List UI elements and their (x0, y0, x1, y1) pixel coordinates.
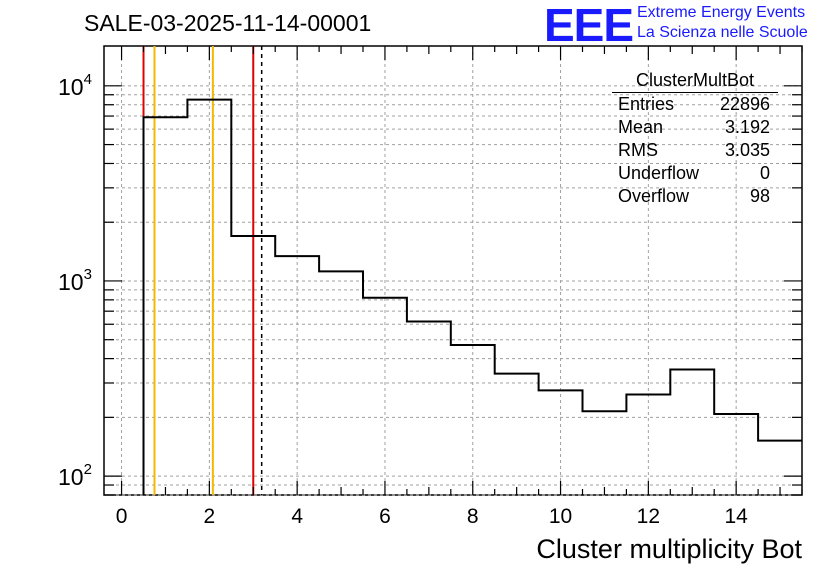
x-axis-label: Cluster multiplicity Bot (536, 534, 802, 564)
stats-label: RMS (618, 140, 658, 160)
y-tick-label: 103 (58, 266, 92, 295)
histogram (142, 98, 802, 495)
stats-title: ClusterMultBot (612, 70, 778, 93)
x-tick-label: 10 (549, 505, 572, 528)
stats-label: Overflow (618, 186, 690, 206)
stats-label: Mean (618, 117, 664, 137)
eee-logo: EEE (544, 0, 634, 51)
stats-label: Entries (618, 94, 675, 114)
y-tick-label: 102 (58, 461, 92, 490)
x-tick-label: 12 (637, 505, 660, 528)
marker-lines (142, 46, 263, 495)
x-axis: 0 2 4 6 8 10 12 14 (116, 46, 803, 528)
y-axis: 102 103 104 (58, 71, 802, 496)
stats-box: ClusterMultBot Entries 22896 Mean 3.192 … (612, 70, 778, 208)
stats-row-overflow: Overflow 98 (612, 185, 778, 208)
x-tick-label: 8 (467, 505, 479, 528)
stats-value: 0 (759, 163, 770, 183)
stats-value: 22896 (719, 94, 770, 114)
stats-row-mean: Mean 3.192 (612, 116, 778, 139)
grid (104, 46, 802, 496)
histogram-outline (142, 98, 802, 495)
x-tick-label: 0 (116, 505, 128, 528)
x-tick-label: 2 (204, 505, 216, 528)
y-tick-label: 104 (58, 71, 92, 100)
stats-row-entries: Entries 22896 (612, 93, 778, 116)
stats-row-underflow: Underflow 0 (612, 162, 778, 185)
x-tick-label: 4 (291, 505, 303, 528)
tagline-extreme-energy-events: Extreme Energy Events (637, 4, 806, 21)
stats-value: 3.035 (724, 140, 770, 160)
x-tick-label: 14 (724, 505, 748, 528)
stats-row-rms: RMS 3.035 (612, 139, 778, 162)
x-tick-label: 6 (379, 505, 391, 528)
tagline-scienza-scuole: La Scienza nelle Scuole (637, 24, 808, 41)
stats-value: 98 (749, 186, 770, 206)
stats-label: Underflow (618, 163, 700, 183)
stats-value: 3.192 (724, 117, 770, 137)
run-title: SALE-03-2025-11-14-00001 (84, 10, 372, 36)
